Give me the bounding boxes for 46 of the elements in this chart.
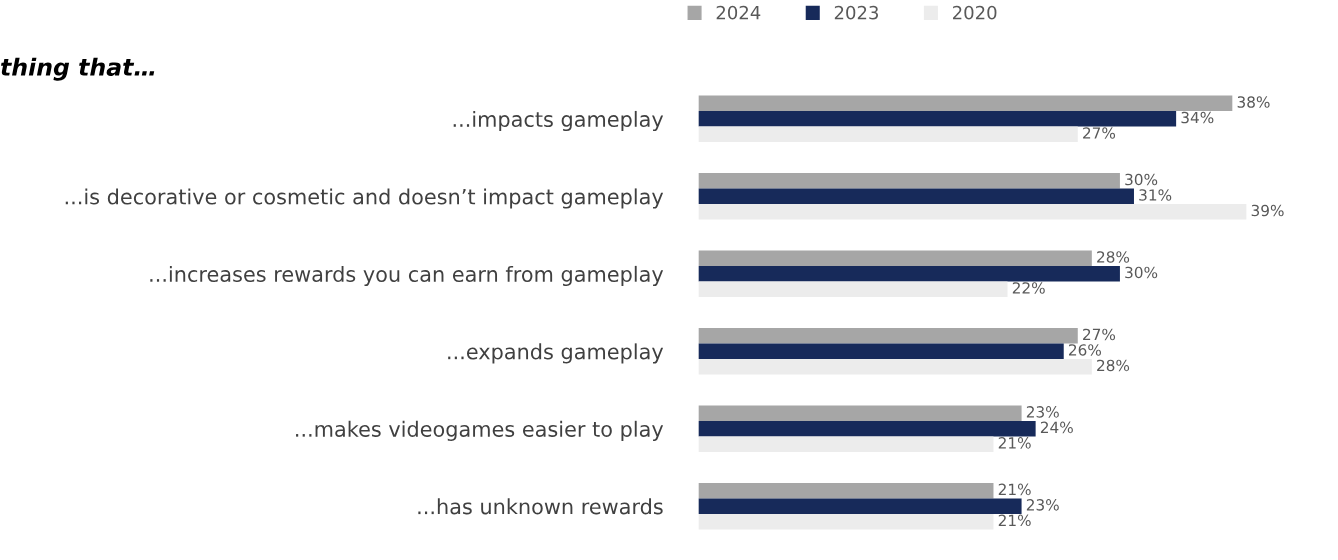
bar — [698, 359, 1092, 375]
legend-label: 2023 — [834, 5, 879, 20]
y-tick-label: ...is decorative or cosmetic and doesn’t impact gameplay — [65, 188, 664, 209]
bar — [698, 281, 1008, 298]
y-tick-label: ...makes videogames easier to play — [296, 420, 664, 441]
bar — [698, 95, 1233, 112]
bar — [698, 250, 1092, 267]
y-tick-label: ...expands gameplay — [448, 343, 664, 364]
legend-label: 2024 — [716, 5, 761, 20]
bar — [698, 126, 1078, 143]
bar — [698, 498, 1022, 514]
bar — [698, 513, 994, 530]
data-label: 21% — [998, 514, 1031, 527]
data-label: 23% — [1026, 499, 1059, 511]
data-label: 30% — [1125, 173, 1158, 186]
legend-label: 2020 — [953, 5, 997, 20]
bar — [698, 328, 1078, 344]
bar — [698, 204, 1247, 220]
bar — [698, 188, 1134, 205]
data-label: 21% — [998, 437, 1031, 449]
data-label: 21% — [998, 483, 1031, 496]
bar — [698, 266, 1120, 282]
bar — [698, 343, 1064, 360]
data-label: 31% — [1139, 189, 1172, 201]
bar — [698, 405, 1022, 421]
data-label: 24% — [1040, 421, 1073, 434]
bar — [698, 111, 1177, 127]
bar — [698, 420, 1036, 437]
y-tick-label: ...increases rewards you can earn from gameplay — [150, 265, 664, 287]
bar — [698, 173, 1120, 189]
data-label: 38% — [1237, 96, 1270, 108]
data-label: 30% — [1125, 266, 1158, 279]
data-label: 28% — [1097, 359, 1130, 372]
text: thing that… — [1, 57, 155, 81]
y-tick-label: ...impacts gameplay — [453, 110, 664, 132]
data-label: 28% — [1097, 251, 1130, 263]
data-label: 26% — [1069, 344, 1102, 356]
bar — [698, 436, 994, 452]
data-label: 39% — [1251, 204, 1284, 217]
y-tick-label: ...has unknown rewards — [418, 498, 663, 515]
data-label: 22% — [1012, 282, 1045, 294]
data-label: 27% — [1083, 127, 1116, 139]
bar — [698, 482, 994, 499]
data-label: 23% — [1026, 406, 1059, 418]
data-label: 27% — [1083, 328, 1116, 341]
data-label: 34% — [1181, 111, 1214, 124]
